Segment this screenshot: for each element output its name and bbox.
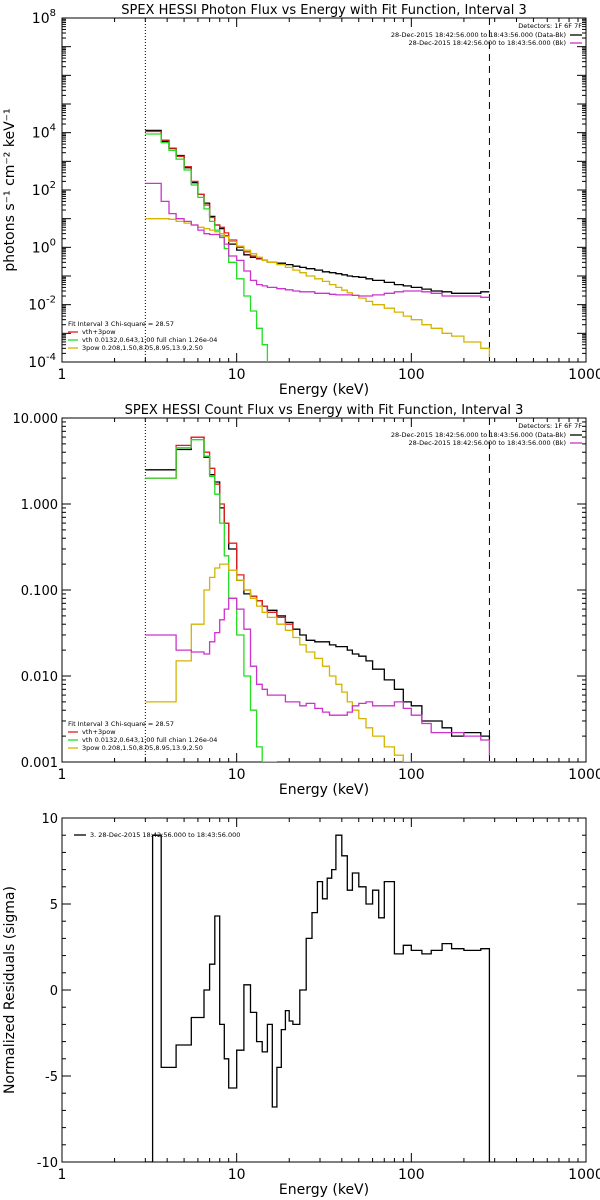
y-tick-label: 100: [32, 237, 56, 256]
time-range-label: 28-Dec-2015 18:42:56.000 to 18:43:56.000…: [391, 431, 566, 439]
series-3pow-line: [145, 563, 412, 762]
x-tick-label: 10: [228, 367, 246, 383]
series-group: [145, 129, 491, 362]
chart-panel-2: 1 10 100 1000 Energy (keV) 0.001 0.010 0.100 1.0…: [13, 403, 600, 798]
plot-frame: [61, 17, 587, 363]
plot-frame: [61, 817, 587, 1163]
series-bk-line: [145, 597, 491, 756]
x-tick-label: 100: [398, 1167, 425, 1183]
x-tick-label: 1: [58, 367, 67, 383]
series-group: [145, 436, 491, 762]
y-axis-label: Normalized Residuals (sigma): [2, 886, 18, 1094]
detectors-label: Detectors: 1F 6F 7F: [518, 22, 582, 30]
x-tick-label: 1000: [568, 367, 600, 383]
series-vth-3pow-line: [145, 436, 294, 630]
y-tick-label: 0.100: [21, 584, 58, 599]
legend-entry: 3pow 0.208,1.50,8.05,8.95,13.9,2.50: [82, 344, 203, 352]
y-tick-label: 0.001: [21, 756, 58, 771]
x-tick-label: 100: [398, 367, 425, 383]
legend-entry: vth 0.0132,0.643,1.00 full chian 1.26e-0…: [82, 736, 217, 744]
chart-panel-1: 1 10 100 1000 Energy (keV) 10-4 10-2 100 102 104 1…: [2, 3, 600, 398]
y-tick-label: 10-2: [28, 295, 56, 314]
x-tick-label: 10: [228, 767, 246, 783]
x-tick-label: 1: [58, 1167, 67, 1183]
x-axis-label: Energy (keV): [279, 382, 369, 398]
plot-frame: [61, 417, 587, 763]
legend-entry: vth+3pow: [82, 328, 116, 336]
series-group: [145, 834, 491, 1162]
series-data-bk-line: [145, 129, 490, 294]
x-tick-label: 10: [228, 1167, 246, 1183]
chart-panel-3: 1 10 100 1000 Energy (keV) -10 -5 0 5 10 Normalize…: [2, 812, 600, 1198]
x-tick-label: 1000: [568, 767, 600, 783]
series-3pow-line: [145, 218, 491, 357]
x-axis-label: Energy (keV): [279, 1182, 369, 1198]
legend-entry: 3pow 0.208,1.50,8.05,8.95,13.9,2.50: [82, 744, 203, 752]
x-axis-label: Energy (keV): [279, 782, 369, 798]
y-tick-label: 0.010: [21, 670, 58, 685]
y-tick-label: 102: [32, 180, 56, 199]
series-residuals-line: [145, 834, 491, 1162]
legend-entry: vth+3pow: [82, 728, 116, 736]
y-tick-label: -10: [37, 1156, 58, 1171]
y-tick-label: 1.000: [21, 498, 58, 513]
x-tick-label: 1: [58, 767, 67, 783]
series-data-bk-line: [145, 436, 491, 740]
y-tick-label: 10.000: [13, 412, 59, 427]
y-tick-label: 108: [32, 8, 56, 27]
series-bk-line: [145, 182, 490, 298]
chart-title: SPEX HESSI Count Flux vs Energy with Fit…: [125, 403, 524, 418]
y-tick-label: 5: [50, 898, 58, 913]
time-range-label: 28-Dec-2015 18:42:56.000 to 18:43:56.000…: [409, 439, 567, 447]
x-tick-label: 100: [398, 767, 425, 783]
fit-legend-title: Fit Interval 3 Chi-square = 28.57: [68, 720, 174, 728]
series-vth-3pow-line: [145, 130, 269, 263]
chart-title: SPEX HESSI Photon Flux vs Energy with Fi…: [121, 3, 527, 18]
x-tick-label: 1000: [568, 1167, 600, 1183]
y-tick-label: 104: [32, 123, 56, 142]
y-tick-label: -5: [45, 1070, 58, 1085]
fit-legend-title: Fit Interval 3 Chi-square = 28.57: [68, 320, 174, 328]
legend-entry: 3. 28-Dec-2015 18:42:56.000 to 18:43:56.…: [90, 831, 240, 839]
time-range-label: 28-Dec-2015 18:42:56.000 to 18:43:56.000…: [409, 39, 567, 47]
y-axis-label: photons s⁻¹ cm⁻² keV⁻¹: [2, 108, 18, 271]
y-tick-label: 10: [41, 812, 58, 827]
legend-entry: vth 0.0132,0.643,1.00 full chian 1.26e-0…: [82, 336, 217, 344]
detectors-label: Detectors: 1F 6F 7F: [518, 422, 582, 430]
time-range-label: 28-Dec-2015 18:42:56.000 to 18:43:56.000…: [391, 31, 566, 39]
y-tick-label: 10-4: [28, 352, 56, 371]
series-vth-line: [145, 133, 269, 362]
y-tick-label: 0: [50, 984, 58, 999]
series-vth-line: [145, 439, 277, 762]
